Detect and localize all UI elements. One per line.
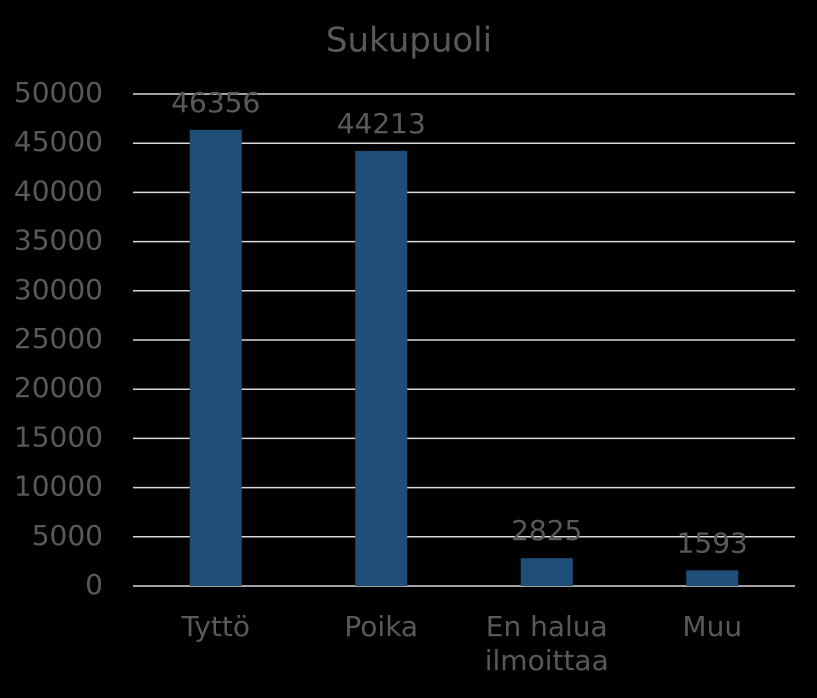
y-tick-label: 35000 xyxy=(14,224,103,257)
y-tick-label: 30000 xyxy=(14,273,103,306)
y-tick-label: 0 xyxy=(85,568,103,601)
bar xyxy=(189,129,242,586)
y-tick-label: 40000 xyxy=(14,174,103,207)
x-tick-label: Muu xyxy=(682,610,743,643)
y-tick-label: 45000 xyxy=(14,125,103,158)
chart-title: Sukupuoli xyxy=(326,21,492,61)
y-tick-label: 15000 xyxy=(14,420,103,453)
value-label: 44213 xyxy=(337,107,426,140)
y-tick-label: 25000 xyxy=(14,322,103,355)
bar xyxy=(355,150,408,586)
y-tick-label: 10000 xyxy=(14,470,103,503)
value-label: 46356 xyxy=(171,86,260,119)
bar xyxy=(686,570,739,586)
y-tick-label: 20000 xyxy=(14,371,103,404)
x-tick-label: En halua ilmoittaa xyxy=(484,610,609,677)
value-label: 1593 xyxy=(677,526,748,559)
y-tick-label: 5000 xyxy=(32,519,103,552)
x-tick-label: Tyttö xyxy=(181,610,250,643)
value-label: 2825 xyxy=(511,514,582,547)
x-tick-label: Poika xyxy=(344,610,419,643)
y-tick-label: 50000 xyxy=(14,76,103,109)
bar xyxy=(520,558,573,586)
